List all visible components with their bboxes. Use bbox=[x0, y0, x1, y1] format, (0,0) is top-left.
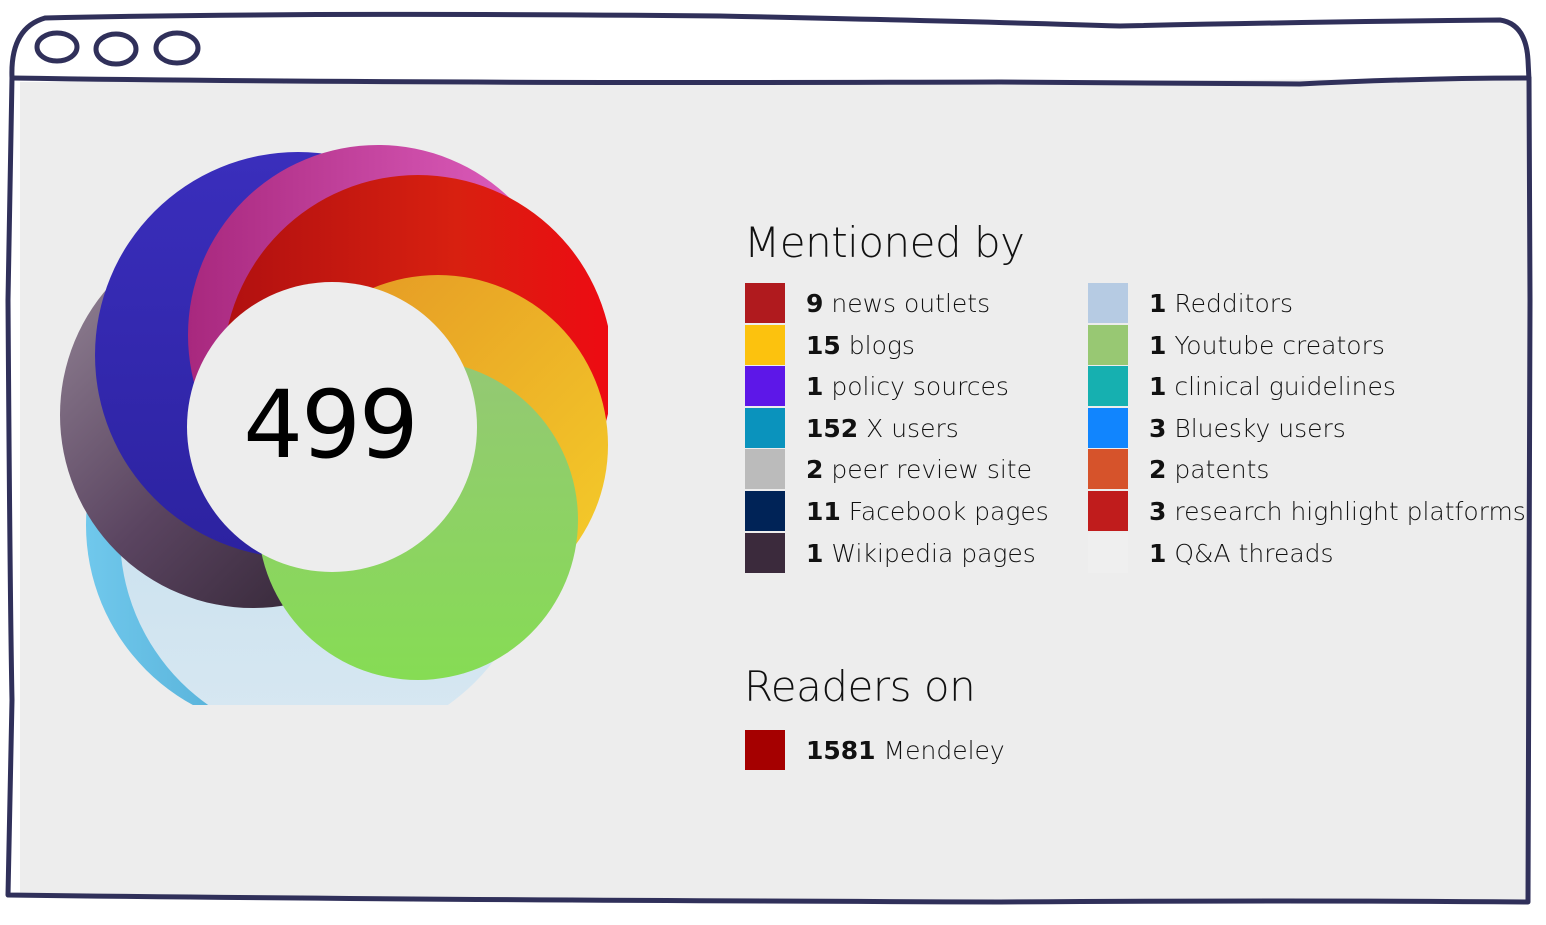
reddit-swatch bbox=[1088, 283, 1128, 323]
clinical-swatch bbox=[1088, 366, 1128, 406]
blogs-label: blogs bbox=[848, 330, 915, 360]
legend-item-news[interactable]: 9 news outlets bbox=[745, 283, 990, 323]
bluesky-count: 3 bbox=[1149, 413, 1167, 443]
patents-label: patents bbox=[1174, 454, 1270, 484]
x-swatch bbox=[745, 408, 785, 448]
window-button-3[interactable] bbox=[153, 30, 201, 66]
youtube-label: Youtube creators bbox=[1174, 330, 1385, 360]
qa-swatch bbox=[1088, 533, 1128, 573]
reddit-label: Redditors bbox=[1174, 288, 1294, 318]
blogs-count: 15 bbox=[806, 330, 841, 360]
youtube-swatch bbox=[1088, 325, 1128, 365]
legend-item-bluesky[interactable]: 3 Bluesky users bbox=[1088, 408, 1346, 448]
legend-item-peer-review[interactable]: 2 peer review site bbox=[745, 449, 1032, 489]
legend-item-blogs[interactable]: 15 blogs bbox=[745, 325, 915, 365]
legend-item-reddit[interactable]: 1 Redditors bbox=[1088, 283, 1293, 323]
bluesky-swatch bbox=[1088, 408, 1128, 448]
legend-item-qa[interactable]: 1 Q&A threads bbox=[1088, 533, 1334, 573]
news-count: 9 bbox=[806, 288, 824, 318]
mendeley-label: Mendeley bbox=[883, 735, 1005, 765]
clinical-label: clinical guidelines bbox=[1174, 371, 1396, 401]
policy-swatch bbox=[745, 366, 785, 406]
qa-label: Q&A threads bbox=[1174, 538, 1334, 568]
mentioned-by-title: Mentioned by bbox=[744, 218, 1025, 267]
blogs-swatch bbox=[745, 325, 785, 365]
research-highlight-swatch bbox=[1088, 491, 1128, 531]
legend-item-wikipedia[interactable]: 1 Wikipedia pages bbox=[745, 533, 1036, 573]
mendeley-count: 1581 bbox=[806, 735, 876, 765]
wikipedia-count: 1 bbox=[806, 538, 824, 568]
score-center bbox=[187, 282, 477, 572]
clinical-count: 1 bbox=[1149, 371, 1167, 401]
research-highlight-label: research highlight platforms bbox=[1174, 496, 1526, 526]
window-button-2[interactable] bbox=[93, 31, 139, 67]
policy-count: 1 bbox=[806, 371, 824, 401]
legend-item-patents[interactable]: 2 patents bbox=[1088, 449, 1269, 489]
research-highlight-count: 3 bbox=[1149, 496, 1167, 526]
facebook-count: 11 bbox=[806, 496, 841, 526]
window-controls bbox=[34, 30, 201, 67]
wikipedia-swatch bbox=[745, 533, 785, 573]
patents-swatch bbox=[1088, 449, 1128, 489]
news-swatch bbox=[745, 283, 785, 323]
wikipedia-label: Wikipedia pages bbox=[831, 538, 1036, 568]
attention-score: 499 bbox=[243, 370, 418, 480]
reddit-count: 1 bbox=[1149, 288, 1167, 318]
patents-count: 2 bbox=[1149, 454, 1167, 484]
peer-review-label: peer review site bbox=[831, 454, 1032, 484]
legend-item-facebook[interactable]: 11 Facebook pages bbox=[745, 491, 1049, 531]
mendeley-swatch bbox=[745, 730, 785, 770]
legend-item-policy[interactable]: 1 policy sources bbox=[745, 366, 1009, 406]
legend-item-x[interactable]: 152 X users bbox=[745, 408, 959, 448]
peer-review-swatch bbox=[745, 449, 785, 489]
x-count: 152 bbox=[806, 413, 859, 443]
facebook-label: Facebook pages bbox=[848, 496, 1049, 526]
news-label: news outlets bbox=[831, 288, 991, 318]
legend-item-clinical[interactable]: 1 clinical guidelines bbox=[1088, 366, 1396, 406]
bluesky-label: Bluesky users bbox=[1174, 413, 1346, 443]
window-button-1[interactable] bbox=[34, 30, 80, 64]
attention-donut bbox=[60, 145, 608, 705]
readers-on-title: Readers on bbox=[744, 662, 976, 711]
policy-label: policy sources bbox=[831, 371, 1009, 401]
peer-review-count: 2 bbox=[806, 454, 824, 484]
legend-item-mendeley[interactable]: 1581 Mendeley bbox=[745, 730, 1005, 770]
x-label: X users bbox=[866, 413, 959, 443]
qa-count: 1 bbox=[1149, 538, 1167, 568]
facebook-swatch bbox=[745, 491, 785, 531]
youtube-count: 1 bbox=[1149, 330, 1167, 360]
legend-item-research-highlight[interactable]: 3 research highlight platforms bbox=[1088, 491, 1526, 531]
legend-item-youtube[interactable]: 1 Youtube creators bbox=[1088, 325, 1385, 365]
